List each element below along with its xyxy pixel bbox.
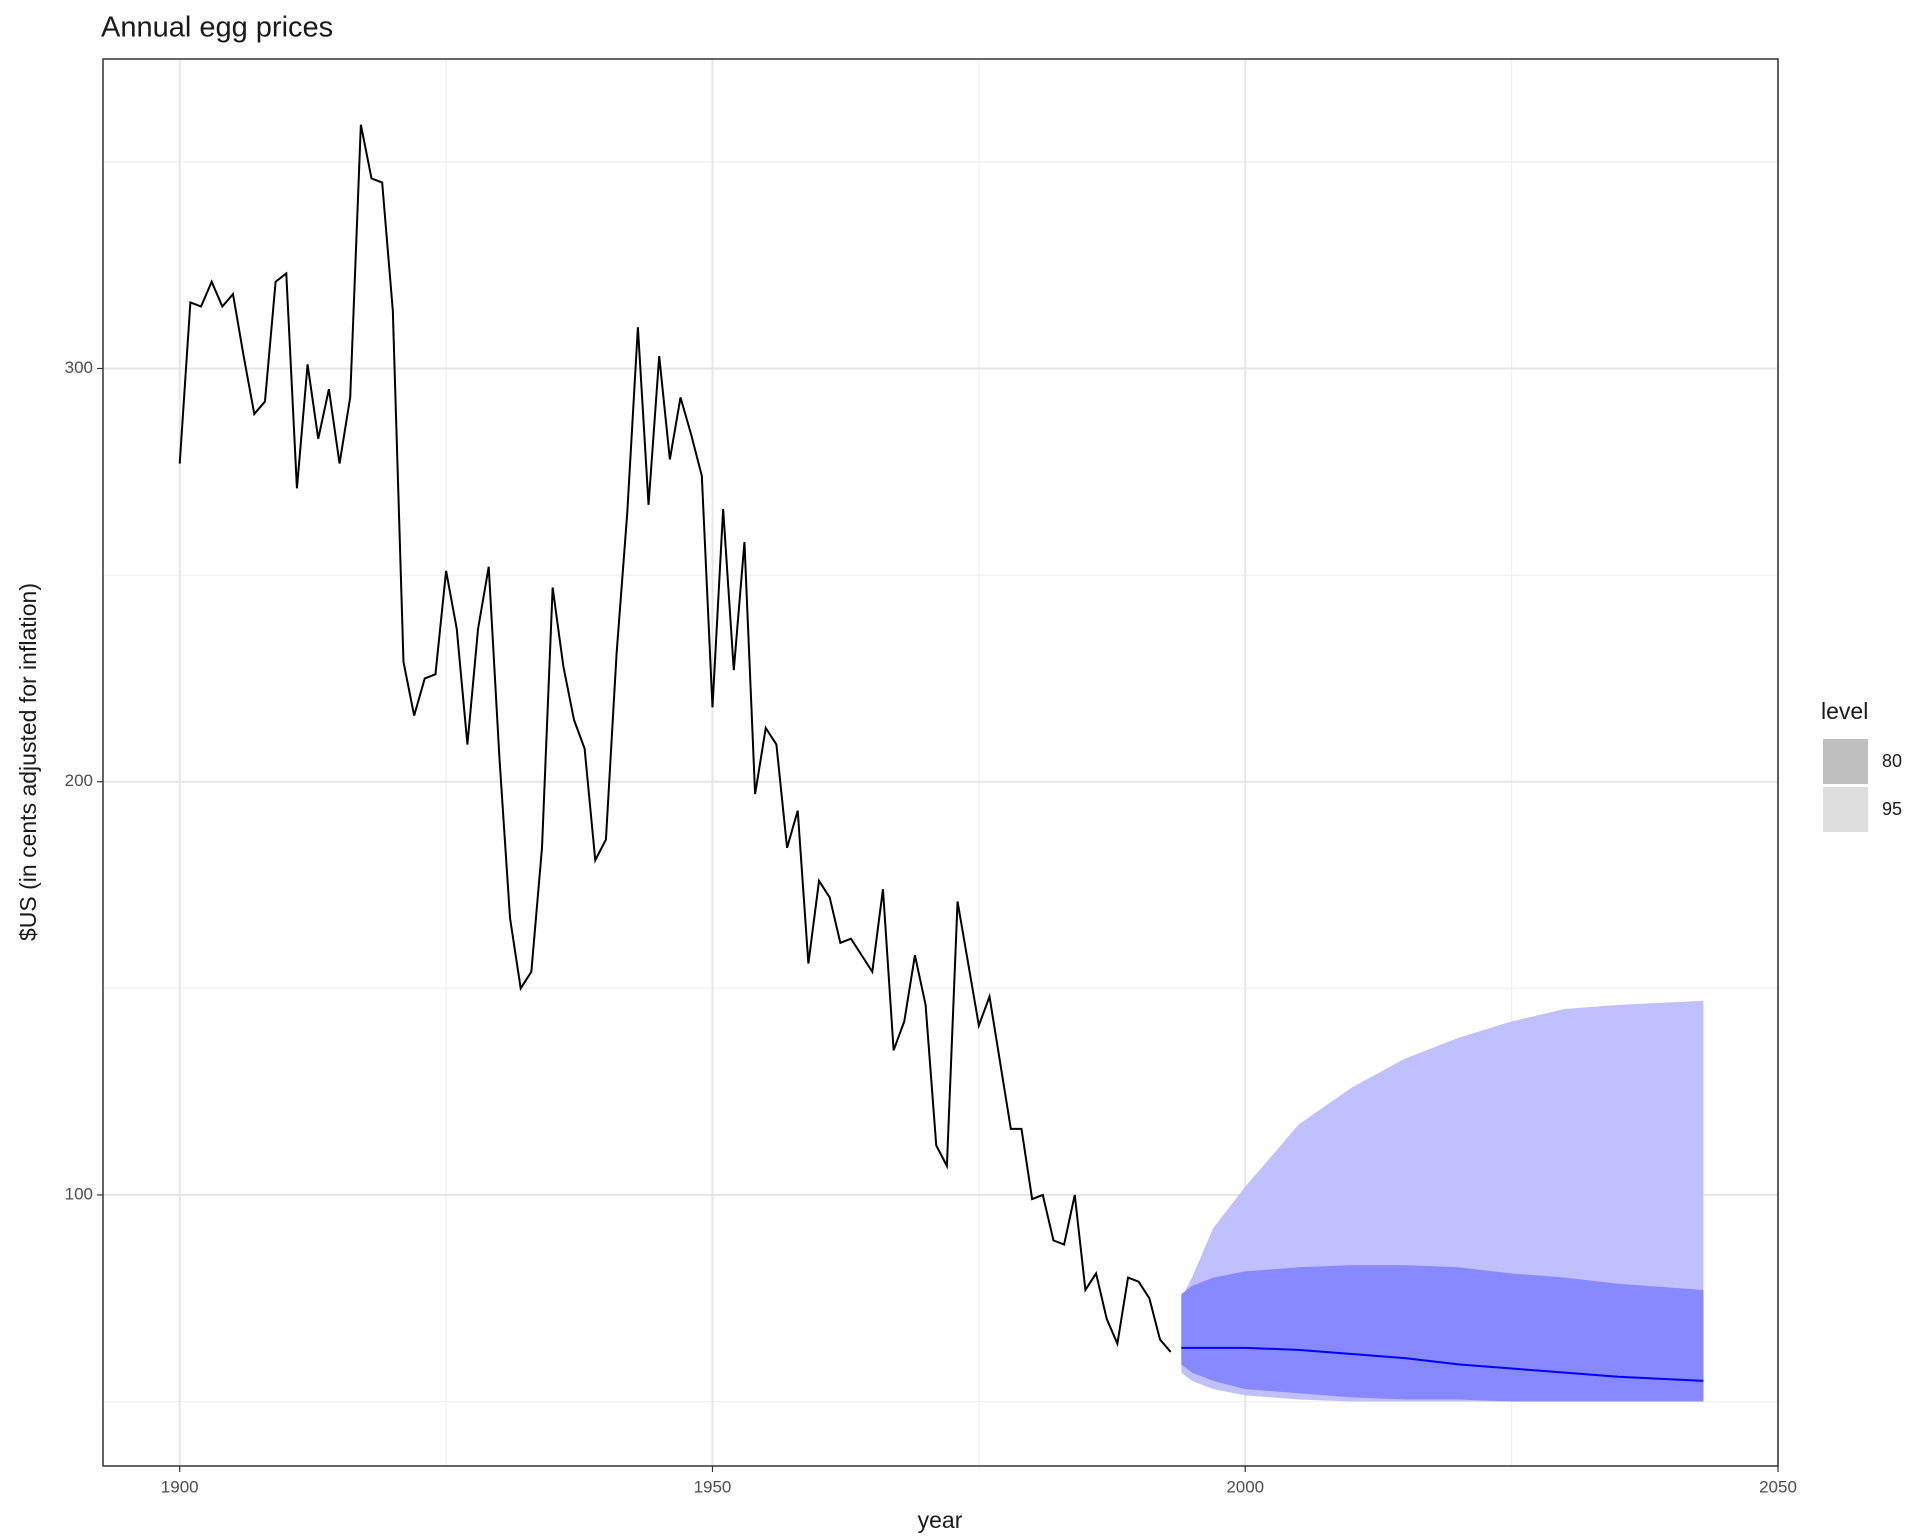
legend-label: 95 xyxy=(1882,799,1902,819)
x-tick-label: 2050 xyxy=(1759,1477,1797,1496)
y-tick-label: 200 xyxy=(65,771,93,790)
x-tick-label: 2000 xyxy=(1226,1477,1264,1496)
data-line xyxy=(178,124,1172,1353)
forecast-line xyxy=(1181,1346,1704,1382)
x-axis-label: year xyxy=(918,1507,963,1533)
y-tick-label: 100 xyxy=(65,1184,93,1203)
legend-swatch xyxy=(1823,739,1868,784)
legend-swatch xyxy=(1823,787,1868,832)
y-tick-label: 300 xyxy=(65,358,93,377)
interval-band xyxy=(1181,1265,1704,1402)
x-tick-label: 1950 xyxy=(694,1477,732,1496)
y-axis-label: $US (in cents adjusted for inflation) xyxy=(15,583,41,941)
chart-title: Annual egg prices xyxy=(101,12,333,44)
x-tick-label: 1900 xyxy=(161,1477,199,1496)
plot-border xyxy=(102,58,1779,1467)
legend-title: level xyxy=(1821,698,1868,724)
legend-label: 80 xyxy=(1882,751,1902,771)
